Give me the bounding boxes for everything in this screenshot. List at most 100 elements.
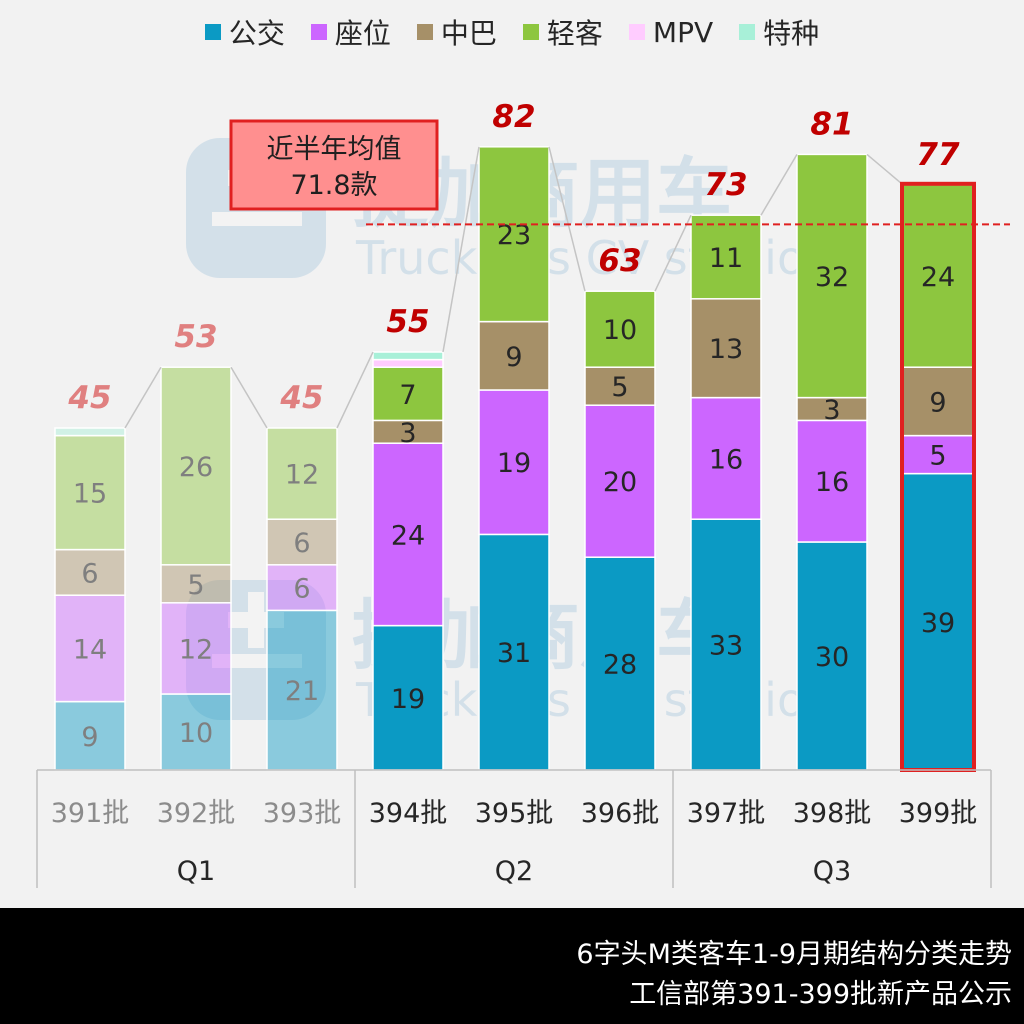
connector-line xyxy=(760,154,798,216)
segment-value-label: 14 xyxy=(73,634,107,665)
connector-line xyxy=(866,153,904,186)
segment-value-label: 13 xyxy=(709,334,743,365)
segment-value-label: 28 xyxy=(603,650,637,681)
bar-segment xyxy=(160,366,232,566)
segment-value-label: 39 xyxy=(921,608,955,639)
legend-label: 中巴 xyxy=(440,17,497,50)
watermark-logo-mark xyxy=(212,212,302,226)
segment-value-label: 20 xyxy=(603,467,637,498)
segment-value-label: 10 xyxy=(603,315,637,346)
segment-value-label: 9 xyxy=(929,387,946,418)
bar-segment xyxy=(584,366,656,406)
bar-segment xyxy=(160,564,232,604)
connector-line xyxy=(230,366,268,429)
segment-value-label: 10 xyxy=(179,718,213,749)
legend-label: 特种 xyxy=(763,17,820,50)
legend-swatch xyxy=(522,24,539,40)
segment-value-label: 24 xyxy=(921,262,955,293)
segment-value-label: 6 xyxy=(293,528,310,559)
segment-value-label: 15 xyxy=(73,479,107,510)
bar-segment xyxy=(54,548,126,596)
watermark-logo-icon xyxy=(186,580,326,720)
bar-segment xyxy=(54,594,126,703)
legend-item: 中巴 xyxy=(416,12,497,52)
total-label: 82 xyxy=(492,99,535,135)
segment-value-label: 24 xyxy=(391,520,425,551)
total-label: 55 xyxy=(386,304,429,340)
total-label: 45 xyxy=(279,380,323,416)
total-label: 77 xyxy=(916,137,960,173)
average-callout-value: 71.8款 xyxy=(290,170,377,201)
bar-segment xyxy=(478,533,550,771)
segment-value-label: 9 xyxy=(81,722,98,753)
bar-segment xyxy=(690,298,762,399)
segment-value-label: 21 xyxy=(285,676,319,707)
bar-segment xyxy=(54,427,126,437)
segment-value-label: 30 xyxy=(815,642,849,673)
legend-swatch xyxy=(739,24,756,40)
legend-label: 轻客 xyxy=(546,17,603,50)
stacked-bar-chart: 提加商用车TruckPlus CV studio提加商用车TruckPlus C… xyxy=(36,99,1010,888)
segment-value-label: 7 xyxy=(399,380,416,411)
bar-segment xyxy=(584,404,656,558)
segment-value-label: 5 xyxy=(187,570,204,601)
segment-value-label: 31 xyxy=(497,638,531,669)
segment-value-label: 9 xyxy=(505,342,522,373)
chart-legend: 公交 座位 中巴 轻客 MPV 特种 xyxy=(0,10,1024,54)
bar-segment xyxy=(690,214,762,300)
bar-segment xyxy=(796,153,868,399)
group-label: Q1 xyxy=(177,856,215,887)
segment-value-label: 5 xyxy=(929,441,946,472)
legend-item: 轻客 xyxy=(522,12,603,52)
bar-segment xyxy=(266,427,338,520)
bar-segment xyxy=(584,290,656,368)
legend-label: 座位 xyxy=(334,17,391,50)
legend-item: MPV xyxy=(628,16,713,49)
segment-value-label: 12 xyxy=(179,634,213,665)
segment-value-label: 6 xyxy=(81,558,98,589)
bar-segment xyxy=(478,389,550,536)
legend-swatch xyxy=(416,24,433,40)
segment-value-label: 23 xyxy=(497,220,531,251)
x-tick-label: 394批 xyxy=(369,798,448,829)
x-tick-label: 392批 xyxy=(157,798,236,829)
connector-line xyxy=(442,146,480,353)
watermark-logo-mark xyxy=(212,654,302,668)
segment-value-label: 16 xyxy=(815,467,849,498)
x-tick-label: 396批 xyxy=(581,798,660,829)
legend-swatch xyxy=(204,24,221,40)
legend-swatch xyxy=(310,24,327,40)
segment-value-label: 19 xyxy=(497,448,531,479)
connector-line xyxy=(124,366,162,429)
footer-source: 工信部第391-399批新产品公示 xyxy=(629,979,1012,1010)
connector-line xyxy=(654,214,692,292)
segment-value-label: 32 xyxy=(815,262,849,293)
x-tick-label: 395批 xyxy=(475,798,554,829)
bar-segment xyxy=(796,419,868,543)
total-label: 45 xyxy=(67,380,111,416)
bar-segment xyxy=(902,184,974,368)
connector-line xyxy=(548,146,586,292)
legend-item: 公交 xyxy=(204,12,285,52)
x-tick-label: 397批 xyxy=(687,798,766,829)
average-callout-title: 近半年均值 xyxy=(267,134,402,165)
bar-segment xyxy=(902,434,974,475)
legend-label: 公交 xyxy=(228,17,285,50)
x-tick-label: 393批 xyxy=(263,798,342,829)
chart-area: 公交 座位 中巴 轻客 MPV 特种 提加商用车TruckPlus CV studio提加… xyxy=(0,10,1024,888)
watermark-logo-mark xyxy=(228,612,284,628)
total-label: 81 xyxy=(810,106,853,142)
group-label: Q3 xyxy=(813,856,851,887)
x-tick-label: 398批 xyxy=(793,798,872,829)
segment-value-label: 11 xyxy=(709,243,743,274)
segment-value-label: 5 xyxy=(611,372,628,403)
segment-value-label: 33 xyxy=(709,631,743,662)
legend-swatch xyxy=(628,24,645,40)
legend-item: 特种 xyxy=(739,12,819,52)
total-label: 73 xyxy=(704,167,747,203)
legend-item: 座位 xyxy=(310,12,391,52)
footer-title: 6字头M类客车1-9月期结构分类走势 xyxy=(576,939,1012,970)
segment-value-label: 3 xyxy=(399,418,416,449)
segment-value-label: 6 xyxy=(293,574,310,605)
bar-segment xyxy=(372,351,444,361)
